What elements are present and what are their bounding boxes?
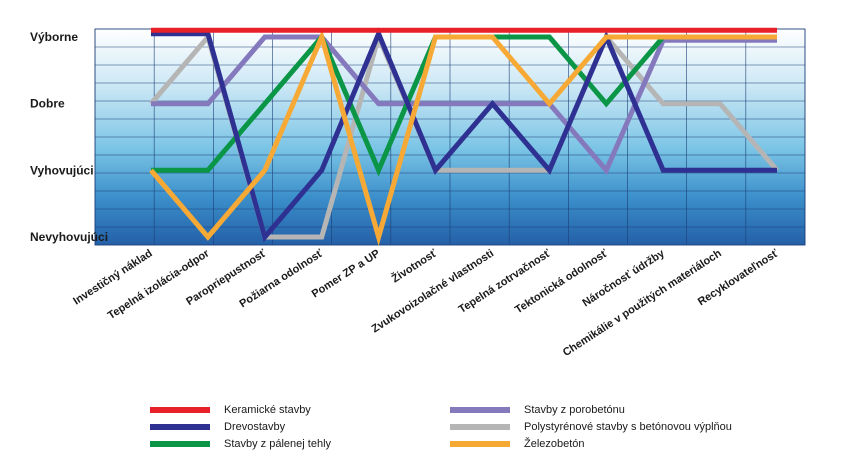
x-tick-label: Tepelná zotrvačnosť [457,247,554,316]
legend-item: Železobetón [450,436,585,452]
legend-swatch [150,407,210,413]
y-axis-labels: Nevyhovujúci Vyhovujúci Dobre Výborne [30,30,108,244]
legend-label: Keramické stavby [224,404,311,416]
y-tick-label: Vyhovujúci [30,163,94,177]
legend-item: Stavby z porobetónu [450,402,625,418]
x-tick-label: Tektonická odolnosť [513,247,611,316]
y-tick-label: Nevyhovujúci [30,230,108,244]
series-line-3 [151,34,777,175]
legend-swatch [450,407,510,413]
series-line-1 [151,27,777,243]
y-tick-label: Výborne [30,30,78,44]
legend-swatch [150,441,210,447]
legend-label: Stavby z pálenej tehly [224,438,332,450]
y-tick-label: Dobre [30,97,65,111]
legend-label: Drevostavby [224,421,286,433]
legend-label: Polystyrénové stavby s betónovou výplňou [524,421,732,433]
legend-swatch [450,441,510,447]
legend-item: Polystyrénové stavby s betónovou výplňou [450,419,732,435]
legend: Keramické stavby Drevostavby Stavby z pále… [150,402,790,462]
series-line-5 [149,29,777,247]
x-tick-label: Tepelná izolácia-odpor [106,247,212,322]
legend-item: Keramické stavby [150,402,311,418]
legend-swatch [450,424,510,430]
legend-label: Stavby z porobetónu [524,404,625,416]
legend-swatch [150,424,210,430]
legend-item: Stavby z pálenej tehly [150,436,331,452]
legend-item: Drevostavby [150,419,285,435]
legend-label: Železobetón [524,438,585,450]
series-lines [149,27,779,247]
x-tick-label: Životnosť [389,246,440,285]
